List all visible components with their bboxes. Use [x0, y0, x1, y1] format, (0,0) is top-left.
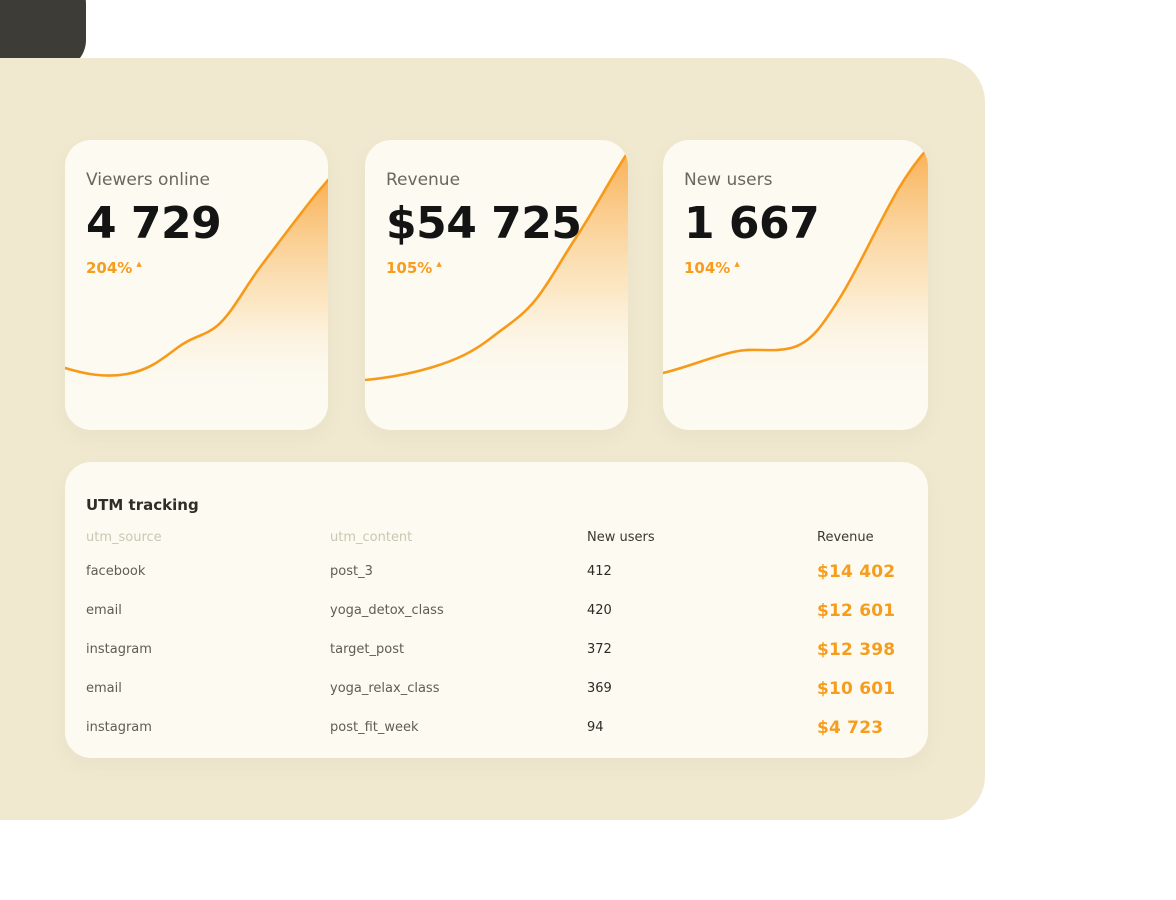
stat-card-new-users: New users 1 667 104% ▲ — [663, 140, 928, 430]
revenue-cell: $4 723 — [817, 717, 884, 738]
new-users-cell: 369 — [587, 681, 612, 696]
revenue-cell: $12 601 — [817, 600, 896, 621]
stat-card-viewers-online: Viewers online 4 729 204% ▲ — [65, 140, 328, 430]
stat-change: 104% ▲ — [684, 259, 908, 277]
new-users-cell: 372 — [587, 642, 612, 657]
stat-title: Viewers online — [86, 170, 210, 190]
utm-source-cell: instagram — [86, 642, 152, 657]
utm-tracking-card: UTM tracking utm_source utm_content New … — [65, 462, 928, 758]
utm-content-cell: post_3 — [330, 564, 373, 579]
table-header-row: utm_source utm_content New users Revenue — [86, 522, 904, 552]
utm-content-cell: target_post — [330, 642, 405, 657]
utm-source-cell: email — [86, 603, 122, 618]
revenue-trend-sparkline-chart — [365, 150, 628, 430]
stat-change: 105% ▲ — [386, 259, 608, 277]
column-header-utm-source: utm_source — [86, 529, 162, 545]
utm-content-cell: post_fit_week — [330, 720, 419, 735]
table-row: facebook post_3 412 $14 402 — [86, 552, 904, 591]
new-users-cell: 420 — [587, 603, 612, 618]
utm-source-cell: facebook — [86, 564, 146, 579]
stat-change: 204% ▲ — [86, 259, 308, 277]
column-header-new-users: New users — [587, 529, 655, 545]
table-row: email yoga_detox_class 420 $12 601 — [86, 591, 904, 630]
trend-up-icon: ▲ — [436, 260, 442, 268]
utm-source-cell: email — [86, 681, 122, 696]
stat-title: New users — [684, 170, 773, 190]
utm-source-cell: instagram — [86, 720, 152, 735]
new-users-cell: 412 — [587, 564, 612, 579]
stat-value: 4 729 — [86, 198, 222, 249]
utm-content-cell: yoga_relax_class — [330, 681, 440, 696]
table-row: instagram post_fit_week 94 $4 723 — [86, 708, 904, 747]
revenue-cell: $14 402 — [817, 561, 896, 582]
stat-change-percent: 104% — [684, 259, 731, 277]
trend-up-icon: ▲ — [136, 260, 142, 268]
stat-card-revenue: Revenue $54 725 105% ▲ — [365, 140, 628, 430]
column-header-revenue: Revenue — [817, 529, 874, 545]
stat-change-percent: 105% — [386, 259, 433, 277]
utm-content-cell: yoga_detox_class — [330, 603, 444, 618]
revenue-cell: $10 601 — [817, 678, 896, 699]
trend-up-icon: ▲ — [734, 260, 740, 268]
new-users-cell: 94 — [587, 720, 604, 735]
viewers-trend-sparkline-chart — [65, 178, 328, 430]
table-row: instagram target_post 372 $12 398 — [86, 630, 904, 669]
column-header-utm-content: utm_content — [330, 529, 413, 545]
stat-value: $54 725 — [386, 198, 582, 249]
stat-title: Revenue — [386, 170, 461, 190]
stat-change-percent: 204% — [86, 259, 133, 277]
new-users-trend-sparkline-chart — [663, 146, 928, 430]
utm-tracking-title: UTM tracking — [86, 496, 199, 514]
table-row: email yoga_relax_class 369 $10 601 — [86, 669, 904, 708]
utm-tracking-table: utm_source utm_content New users Revenue… — [86, 522, 904, 747]
stat-value: 1 667 — [684, 198, 820, 249]
revenue-cell: $12 398 — [817, 639, 896, 660]
